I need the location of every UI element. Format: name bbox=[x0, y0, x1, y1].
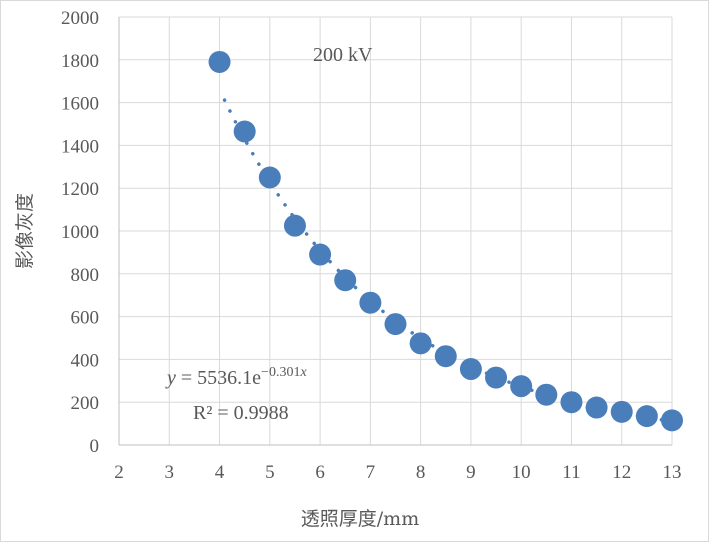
data-point bbox=[635, 405, 658, 428]
data-points bbox=[208, 50, 683, 432]
equation-exponent: −0.301 bbox=[261, 365, 300, 380]
x-tick-label: 10 bbox=[512, 462, 531, 483]
x-tick-label: 13 bbox=[663, 462, 682, 483]
tick-labels: 0 200 400 600 800 1000 1200 1400 1600 1800 2000 2 3 4… bbox=[61, 8, 682, 483]
data-point bbox=[359, 291, 382, 314]
voltage-annotation: 200 kV bbox=[313, 44, 373, 66]
x-tick-label: 7 bbox=[366, 462, 376, 483]
y-tick-label: 200 bbox=[71, 393, 100, 414]
x-axis-title: 透照厚度/mm bbox=[301, 508, 419, 530]
data-point bbox=[208, 50, 231, 73]
data-point bbox=[560, 391, 583, 414]
y-tick-label: 1400 bbox=[61, 136, 99, 157]
y-tick-label: 2000 bbox=[61, 8, 99, 29]
axes bbox=[118, 17, 672, 446]
r-squared-annotation: R² = 0.9988 bbox=[193, 402, 289, 424]
equation-annotation: y = 5536.1e−0.301x bbox=[165, 365, 307, 389]
y-tick-label: 0 bbox=[90, 436, 100, 457]
x-tick-label: 9 bbox=[466, 462, 476, 483]
data-point bbox=[384, 313, 407, 336]
data-point bbox=[585, 396, 608, 419]
y-tick-label: 1600 bbox=[61, 94, 99, 115]
y-tick-label: 1200 bbox=[61, 179, 99, 200]
data-point bbox=[535, 383, 558, 406]
data-point bbox=[485, 366, 508, 389]
y-tick-label: 1000 bbox=[61, 222, 99, 243]
data-point bbox=[309, 243, 332, 266]
gridlines bbox=[119, 16, 673, 445]
data-point bbox=[283, 214, 306, 237]
x-tick-label: 5 bbox=[265, 462, 275, 483]
x-tick-label: 3 bbox=[165, 462, 175, 483]
data-point bbox=[434, 345, 457, 368]
y-tick-label: 600 bbox=[71, 308, 100, 329]
data-point bbox=[510, 375, 533, 398]
y-tick-label: 1800 bbox=[61, 51, 99, 72]
x-tick-label: 11 bbox=[562, 462, 580, 483]
equation-mid: = 5536.1e bbox=[176, 367, 261, 389]
y-axis-title: 影像灰度 bbox=[14, 193, 36, 269]
y-tick-label: 400 bbox=[71, 350, 100, 371]
data-point bbox=[661, 409, 683, 432]
x-tick-label: 6 bbox=[315, 462, 325, 483]
data-point bbox=[334, 269, 357, 292]
x-tick-label: 2 bbox=[114, 462, 124, 483]
y-tick-label: 800 bbox=[71, 265, 100, 286]
x-tick-label: 12 bbox=[612, 462, 631, 483]
equation-exponent-var: x bbox=[299, 365, 307, 380]
data-point bbox=[233, 120, 256, 143]
data-point bbox=[258, 166, 281, 189]
x-tick-label: 4 bbox=[215, 462, 225, 483]
equation-lhs: y bbox=[165, 367, 176, 389]
data-point bbox=[610, 400, 633, 423]
x-tick-label: 8 bbox=[416, 462, 426, 483]
data-point bbox=[459, 358, 482, 381]
data-point bbox=[409, 332, 432, 355]
